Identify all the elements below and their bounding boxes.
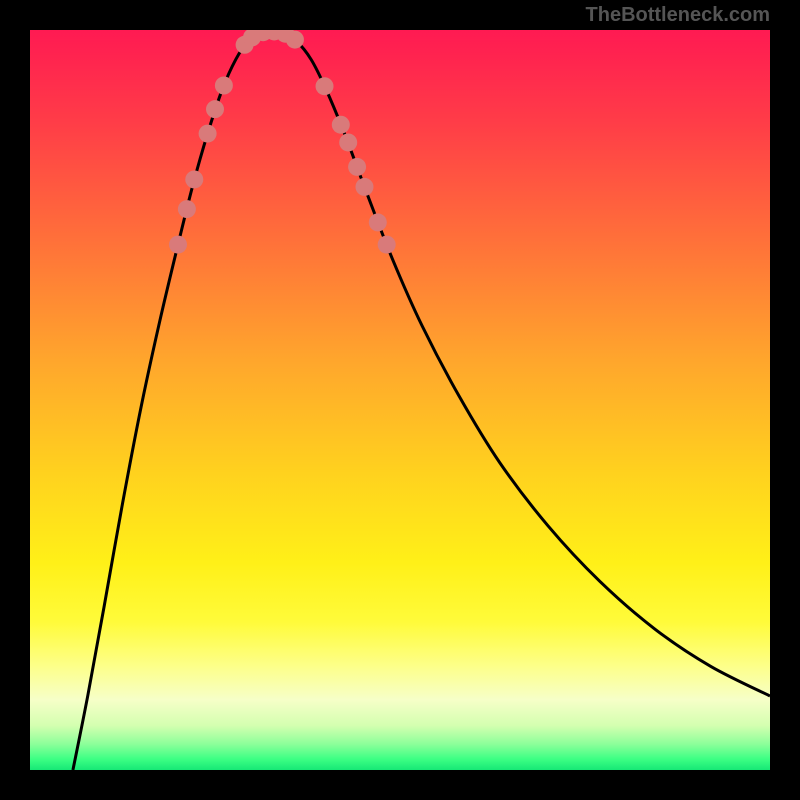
bottleneck-curve	[30, 30, 770, 770]
data-marker	[206, 100, 224, 118]
data-marker	[199, 125, 217, 143]
data-marker	[185, 170, 203, 188]
data-marker	[169, 236, 187, 254]
plot-area	[30, 30, 770, 770]
data-marker	[316, 77, 334, 95]
data-marker	[286, 31, 304, 49]
data-marker	[215, 77, 233, 95]
data-marker	[178, 200, 196, 218]
data-marker	[348, 158, 366, 176]
data-marker	[339, 133, 357, 151]
chart-container: TheBottleneck.com	[0, 0, 800, 800]
data-marker	[378, 236, 396, 254]
data-marker	[332, 116, 350, 134]
data-marker	[369, 213, 387, 231]
data-marker	[355, 178, 373, 196]
watermark-text: TheBottleneck.com	[586, 4, 770, 27]
